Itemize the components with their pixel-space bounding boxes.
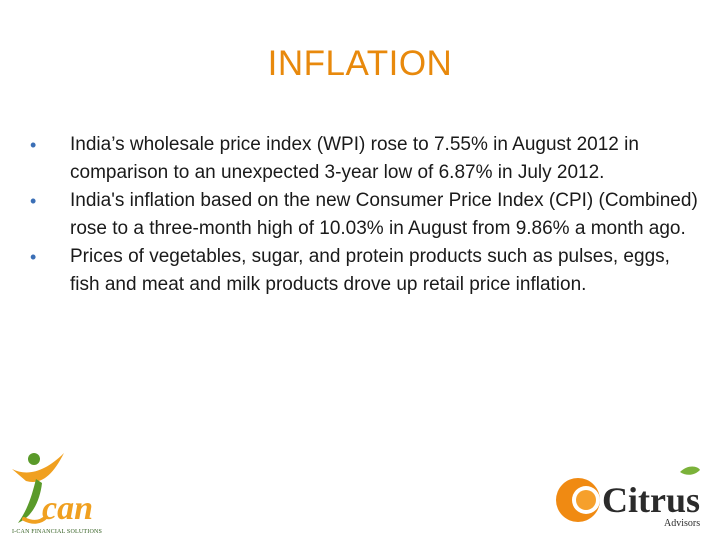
bullet-text: India’s wholesale price index (WPI) rose…	[70, 134, 639, 183]
ican-swoosh	[12, 453, 64, 482]
ican-figure-head	[28, 453, 40, 465]
bullet-item: • India’s wholesale price index (WPI) ro…	[28, 131, 700, 187]
bullet-icon: •	[30, 135, 37, 155]
bullet-text: Prices of vegetables, sugar, and protein…	[70, 246, 670, 295]
bullet-icon: •	[30, 247, 37, 267]
ican-logo-mark: can	[12, 453, 93, 527]
citrus-leaf-icon	[680, 466, 700, 475]
ican-figure-body	[18, 479, 42, 523]
ican-caption: I-CAN FINANCIAL SOLUTIONS	[11, 529, 103, 535]
bullet-icon: •	[30, 191, 37, 211]
bullet-item: • Prices of vegetables, sugar, and prote…	[28, 243, 700, 299]
bullet-item: • India's inflation based on the new Con…	[28, 187, 700, 243]
ican-wordmark: can	[42, 490, 93, 527]
ican-logo: can I-CAN FINANCIAL SOLUTIONS	[2, 447, 112, 539]
bullet-list: • India’s wholesale price index (WPI) ro…	[28, 131, 700, 299]
citrus-fruit-core	[576, 490, 596, 510]
slide-title: INFLATION	[267, 44, 453, 83]
citrus-wordmark: Citrus	[602, 480, 700, 520]
citrus-tagline: Advisors	[664, 518, 700, 529]
citrus-logo-mark: Citrus Advisors	[556, 466, 700, 529]
citrus-logo: Citrus Advisors	[552, 462, 712, 532]
ican-figure-leg	[22, 515, 48, 524]
bullet-text: India's inflation based on the new Consu…	[70, 190, 698, 239]
